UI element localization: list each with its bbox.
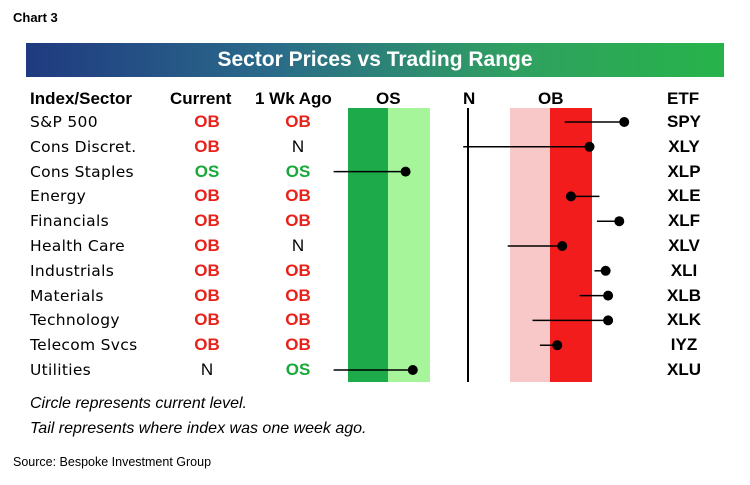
- current-level-point: [603, 315, 614, 326]
- header-week-ago: 1 Wk Ago: [255, 89, 332, 108]
- current-status: OB: [194, 335, 220, 355]
- week-ago-status: OB: [285, 112, 311, 131]
- etf-ticker: XLF: [667, 211, 701, 231]
- header-ob: OB: [538, 89, 564, 108]
- etf-ticker: XLV: [668, 236, 700, 255]
- note-tail: Tail represents where index was one week…: [30, 420, 367, 437]
- current-status: OB: [194, 211, 220, 231]
- note-circle: Circle represents current level.: [30, 395, 247, 412]
- sector-name: Utilities: [30, 361, 92, 379]
- current-level-point: [600, 265, 611, 276]
- header-n: N: [463, 89, 476, 108]
- etf-ticker: XLE: [667, 186, 701, 206]
- current-status: OB: [194, 260, 220, 280]
- week-ago-status: OB: [285, 211, 311, 231]
- etf-ticker: XLY: [668, 136, 700, 156]
- sector-name: Technology: [30, 311, 120, 330]
- current-level-point: [565, 191, 576, 202]
- current-status: N: [200, 360, 214, 379]
- sector-name: Financials: [30, 212, 109, 231]
- sector-name: Cons Staples: [30, 162, 134, 181]
- week-ago-status: OB: [285, 186, 311, 206]
- week-ago-status: OB: [285, 260, 311, 280]
- overbought-zone-light: [510, 108, 550, 382]
- current-level-point: [619, 117, 630, 127]
- header-os: OS: [376, 89, 401, 108]
- current-level-point: [400, 166, 411, 177]
- overbought-zone-dark: [550, 108, 592, 382]
- current-status: OB: [194, 285, 220, 305]
- week-ago-status: OB: [285, 285, 311, 305]
- header-etf: ETF: [667, 89, 700, 108]
- etf-ticker: XLB: [667, 285, 701, 305]
- etf-ticker: XLU: [667, 360, 701, 379]
- sector-name: Energy: [30, 187, 87, 206]
- sector-name: Materials: [30, 286, 104, 305]
- header-current: Current: [170, 89, 232, 108]
- current-status: OS: [194, 161, 220, 181]
- etf-ticker: XLI: [670, 260, 698, 280]
- oversold-zone-dark: [348, 108, 388, 382]
- week-ago-status: OS: [285, 360, 311, 379]
- header-sector: Index/Sector: [30, 89, 133, 108]
- sector-name: Health Care: [30, 237, 126, 255]
- current-level-point: [584, 141, 595, 152]
- week-ago-status: N: [291, 136, 305, 156]
- current-level-point: [407, 365, 418, 375]
- oversold-zone-light: [388, 108, 430, 382]
- etf-ticker: XLK: [667, 310, 701, 330]
- current-level-point: [552, 340, 563, 351]
- current-level-point: [603, 290, 614, 301]
- etf-ticker: IYZ: [670, 335, 698, 355]
- current-status: OB: [194, 112, 220, 131]
- chart-label: Chart 3: [13, 10, 58, 25]
- sector-name: Cons Discret.: [30, 137, 137, 156]
- current-status: OB: [194, 186, 220, 206]
- week-ago-status: OS: [285, 161, 311, 181]
- week-ago-status: N: [291, 236, 305, 255]
- week-ago-status: OB: [285, 310, 311, 330]
- current-level-point: [557, 241, 568, 251]
- sector-name: Industrials: [30, 261, 115, 280]
- chart-title: Sector Prices vs Trading Range: [26, 43, 724, 77]
- week-ago-status: OB: [285, 335, 311, 355]
- sector-name: S&P 500: [30, 113, 98, 131]
- current-status: OB: [194, 310, 220, 330]
- source-text: Source: Bespoke Investment Group: [13, 455, 212, 469]
- etf-ticker: SPY: [666, 112, 702, 131]
- current-status: OB: [194, 136, 220, 156]
- sector-name: Telecom Svcs: [30, 336, 138, 355]
- etf-ticker: XLP: [667, 161, 701, 181]
- current-level-point: [614, 216, 625, 227]
- current-status: OB: [194, 236, 220, 255]
